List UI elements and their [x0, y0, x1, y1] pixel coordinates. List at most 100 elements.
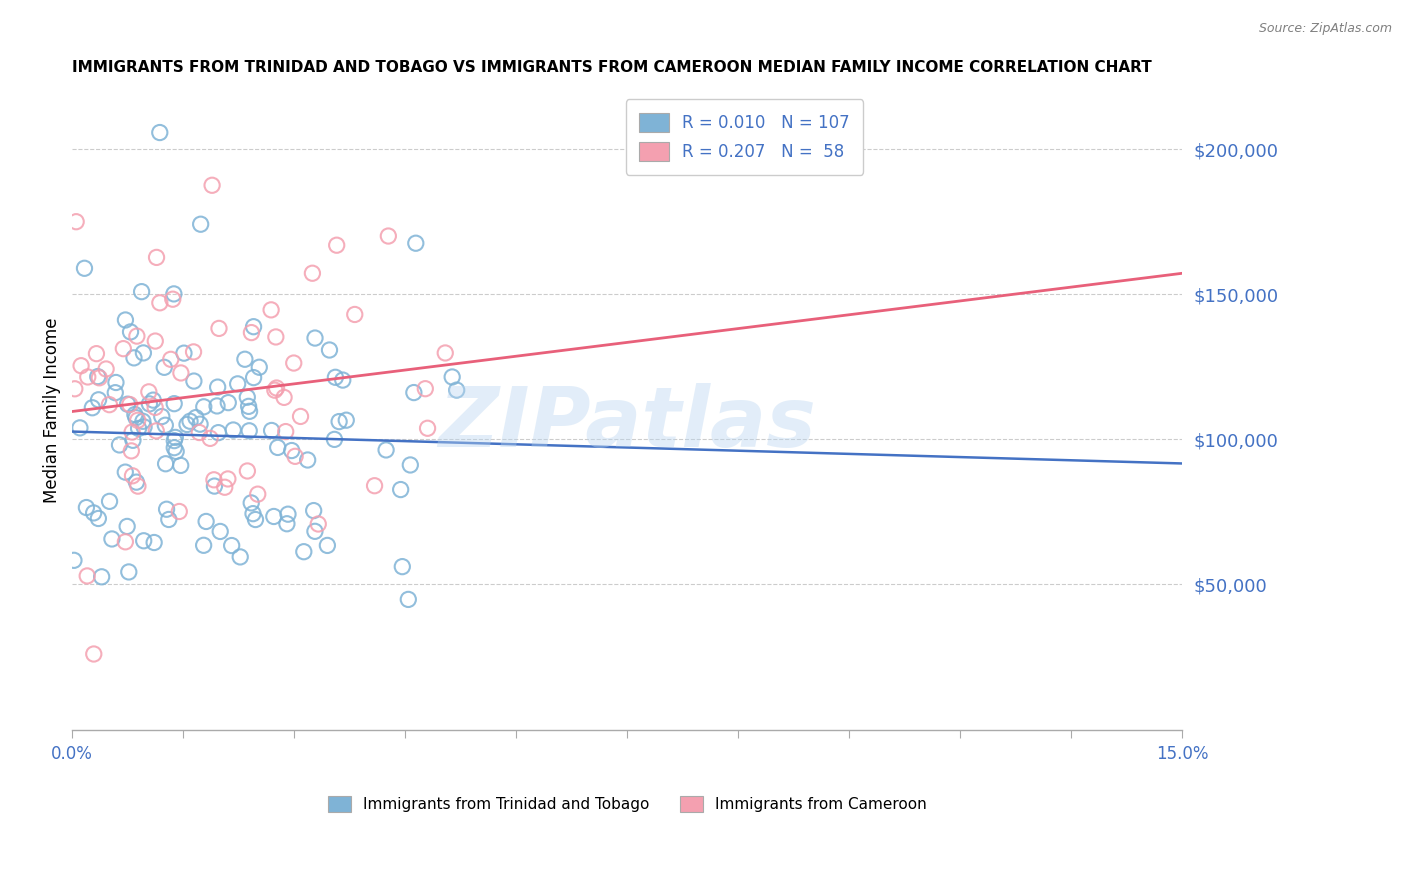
Point — [375, 442, 398, 457]
Point — [117, 397, 139, 411]
Point — [247, 360, 270, 375]
Point — [87, 511, 110, 525]
Point — [153, 360, 176, 375]
Point — [155, 457, 177, 471]
Point — [208, 321, 231, 335]
Point — [127, 479, 149, 493]
Point — [170, 458, 193, 473]
Point — [73, 261, 96, 276]
Text: ZIPatlas: ZIPatlas — [439, 383, 817, 464]
Point — [441, 370, 464, 384]
Point — [145, 251, 167, 265]
Point — [236, 390, 259, 404]
Point — [260, 302, 283, 317]
Point — [221, 539, 243, 553]
Point — [343, 308, 366, 322]
Point — [264, 330, 287, 344]
Point — [201, 178, 224, 193]
Point — [128, 421, 150, 435]
Point — [127, 413, 149, 427]
Point — [242, 370, 264, 384]
Point — [132, 346, 155, 360]
Point — [76, 569, 98, 583]
Point — [145, 424, 167, 438]
Point — [125, 329, 148, 343]
Point — [86, 346, 108, 360]
Point — [83, 647, 105, 661]
Point — [163, 441, 186, 455]
Point — [233, 352, 256, 367]
Point — [149, 126, 172, 140]
Point — [377, 229, 399, 244]
Point — [125, 410, 148, 425]
Point — [328, 415, 350, 429]
Point — [165, 430, 187, 444]
Text: IMMIGRANTS FROM TRINIDAD AND TOBAGO VS IMMIGRANTS FROM CAMEROON MEDIAN FAMILY IN: IMMIGRANTS FROM TRINIDAD AND TOBAGO VS I… — [72, 60, 1152, 75]
Point — [238, 404, 260, 418]
Point — [121, 425, 143, 439]
Point — [184, 410, 207, 425]
Point — [121, 468, 143, 483]
Point — [159, 352, 181, 367]
Point — [155, 502, 177, 516]
Point — [396, 592, 419, 607]
Point — [188, 417, 211, 432]
Point — [260, 424, 283, 438]
Point — [229, 549, 252, 564]
Point — [217, 395, 239, 409]
Point — [118, 565, 141, 579]
Point — [114, 465, 136, 479]
Point — [122, 434, 145, 448]
Point — [149, 295, 172, 310]
Point — [325, 238, 347, 252]
Point — [307, 516, 329, 531]
Point — [332, 373, 354, 387]
Point — [89, 371, 111, 385]
Point — [242, 319, 264, 334]
Point — [63, 553, 86, 567]
Point — [274, 425, 297, 439]
Point — [76, 370, 98, 384]
Point — [214, 480, 236, 494]
Point — [104, 376, 127, 390]
Point — [236, 464, 259, 478]
Point — [94, 362, 117, 376]
Point — [190, 217, 212, 231]
Point — [163, 434, 186, 448]
Point — [101, 532, 124, 546]
Point — [263, 383, 285, 397]
Point — [304, 524, 326, 539]
Point — [114, 534, 136, 549]
Point — [165, 444, 187, 458]
Point — [118, 398, 141, 412]
Legend: Immigrants from Trinidad and Tobago, Immigrants from Cameroon: Immigrants from Trinidad and Tobago, Imm… — [321, 789, 935, 820]
Point — [87, 392, 110, 407]
Point — [280, 443, 302, 458]
Point — [108, 438, 131, 452]
Point — [183, 374, 205, 388]
Point — [277, 507, 299, 521]
Point — [402, 385, 425, 400]
Point — [83, 506, 105, 520]
Point — [124, 408, 146, 422]
Point — [297, 453, 319, 467]
Point — [273, 390, 295, 404]
Point — [188, 425, 211, 440]
Point — [120, 443, 142, 458]
Point — [238, 400, 260, 414]
Text: Source: ZipAtlas.com: Source: ZipAtlas.com — [1258, 22, 1392, 36]
Point — [391, 559, 413, 574]
Point — [304, 331, 326, 345]
Point — [90, 570, 112, 584]
Point — [240, 496, 263, 510]
Point — [104, 385, 127, 400]
Point — [198, 431, 221, 445]
Point — [325, 370, 347, 384]
Point — [98, 494, 121, 508]
Point — [226, 376, 249, 391]
Point — [193, 538, 215, 552]
Point — [142, 393, 165, 408]
Point — [323, 433, 346, 447]
Point — [389, 483, 412, 497]
Point — [63, 382, 86, 396]
